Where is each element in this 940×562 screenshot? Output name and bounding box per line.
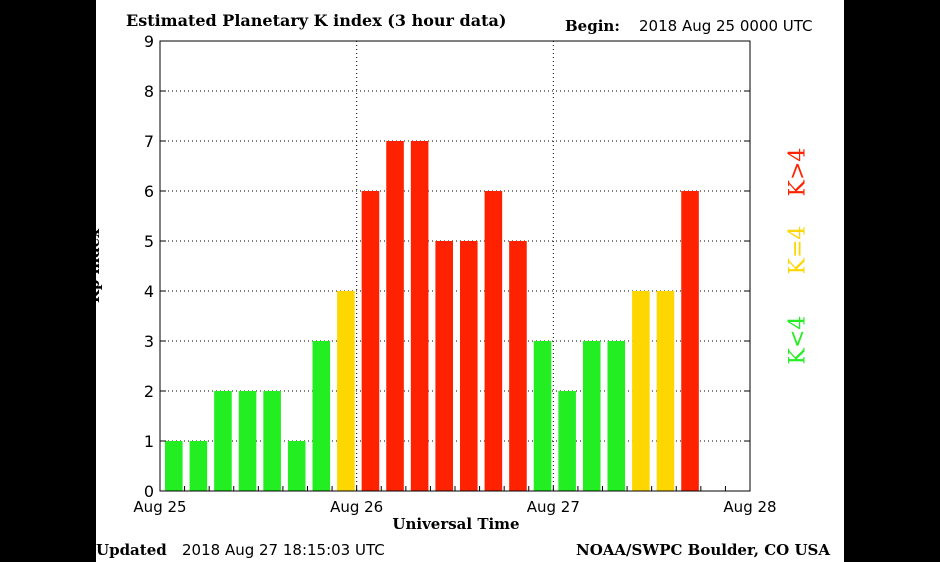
source-credit: NOAA/SWPC Boulder, CO USA: [576, 541, 831, 559]
kp-bar: [214, 391, 232, 491]
updated-label: Updated: [96, 541, 167, 559]
kp-bar: [681, 191, 699, 491]
kp-bar: [533, 341, 552, 491]
legend-k-greater-than-4: K>4: [785, 147, 811, 197]
y-tick-label: 6: [144, 182, 154, 201]
kp-bar: [460, 241, 478, 491]
kp-bar: [287, 441, 306, 491]
kp-bar: [189, 441, 208, 491]
kp-bar: [312, 341, 331, 491]
kp-bar: [386, 141, 404, 491]
y-tick-label: 8: [144, 82, 154, 101]
updated-timestamp: 2018 Aug 27 18:15:03 UTC: [182, 541, 385, 559]
x-axis-label: Universal Time: [392, 515, 520, 533]
legend-k-less-than-4: K<4: [785, 315, 811, 365]
kp-bar: [238, 391, 257, 491]
kp-bar: [165, 441, 183, 491]
kp-bar: [632, 291, 650, 491]
x-tick-label: Aug 25: [133, 498, 186, 516]
kp-bar: [361, 191, 380, 491]
y-tick-label: 2: [144, 382, 154, 401]
kp-bar: [337, 291, 355, 491]
y-tick-label: 1: [144, 432, 154, 451]
y-tick-label: 9: [144, 32, 154, 51]
x-tick-label: Aug 27: [527, 498, 580, 516]
y-tick-label: 7: [144, 132, 154, 151]
kp-bar: [263, 391, 281, 491]
x-tick-label: Aug 28: [723, 498, 776, 516]
x-tick-label: Aug 26: [330, 498, 383, 516]
begin-label: Begin:: [565, 17, 620, 35]
chart-title: Estimated Planetary K index (3 hour data…: [126, 11, 507, 30]
kp-bar: [435, 241, 453, 491]
y-tick-label: 5: [144, 232, 154, 251]
kp-bar: [484, 191, 503, 491]
begin-value: 2018 Aug 25 0000 UTC: [639, 17, 813, 35]
kp-bar: [656, 291, 675, 491]
kp-bar: [558, 391, 576, 491]
legend-k-equals-4: K=4: [785, 225, 811, 275]
kp-bar: [509, 241, 527, 491]
kp-bar: [410, 141, 429, 491]
y-tick-label: 3: [144, 332, 154, 351]
y-axis-label: Kp index: [85, 228, 103, 304]
y-tick-label: 0: [144, 482, 154, 501]
kp-bar: [607, 341, 626, 491]
kp-bar: [582, 341, 601, 491]
y-tick-label: 4: [144, 282, 154, 301]
